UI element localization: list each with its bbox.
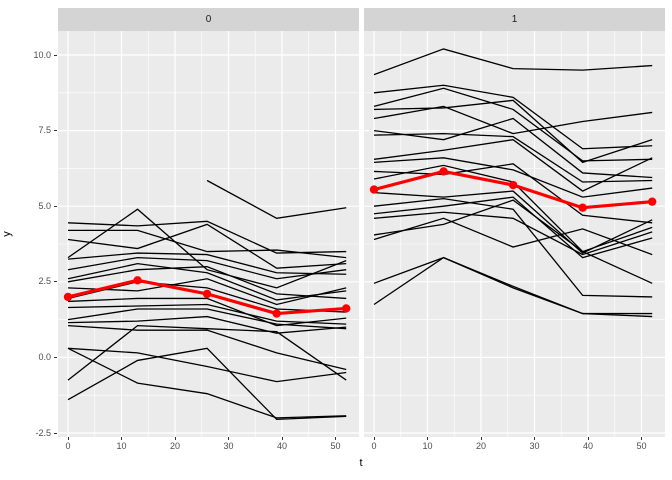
mean-point [439, 167, 448, 176]
spaghetti-line [373, 256, 653, 318]
x-tick-label: 30 [529, 441, 540, 451]
mean-point [369, 185, 379, 194]
y-tick-label: 10.0 [33, 49, 51, 60]
x-tick-label: 30 [223, 441, 234, 451]
spaghetti-line [373, 196, 653, 259]
x-tick-mark [281, 437, 283, 440]
spaghetti-line [206, 179, 347, 219]
x-tick-label: 50 [636, 441, 647, 451]
spaghetti-line [67, 347, 347, 383]
spaghetti-line [373, 84, 653, 150]
y-tick-mark [54, 356, 57, 358]
spaghetti-line [67, 262, 347, 301]
y-tick-mark [54, 432, 57, 434]
mean-point [202, 289, 212, 299]
spaghetti-line [67, 315, 347, 334]
x-tick-label: 40 [276, 441, 287, 451]
y-tick-mark [54, 130, 57, 132]
x-tick-mark [121, 437, 122, 440]
mean-point [578, 203, 587, 212]
spaghetti-line [67, 297, 347, 327]
x-tick-mark [480, 437, 482, 440]
x-tick-mark [534, 437, 535, 440]
spaghetti-line [67, 208, 347, 289]
facet-panel-0 [58, 31, 359, 437]
y-axis-title: y [1, 231, 13, 237]
panel-background [364, 31, 665, 437]
spaghetti-line [67, 266, 347, 300]
y-tick-label: -2.5 [35, 427, 51, 438]
spaghetti-line [67, 278, 347, 306]
facet-strip-1: 1 [364, 8, 665, 31]
mean-point [63, 292, 73, 302]
x-tick-mark [641, 437, 642, 440]
x-tick-label: 20 [169, 441, 180, 451]
spaghetti-line [373, 163, 653, 224]
x-tick-mark [228, 437, 229, 440]
x-tick-label: 50 [330, 441, 341, 451]
spaghetti-line [373, 256, 653, 315]
x-tick-label: 0 [65, 441, 71, 451]
facet-strip-0: 0 [58, 8, 359, 31]
spaghetti-line [373, 117, 653, 179]
mean-point [272, 309, 281, 318]
y-tick-label: 7.5 [38, 125, 51, 136]
x-tick-mark [335, 437, 336, 440]
spaghetti-line [67, 303, 347, 325]
spaghetti-line [373, 99, 653, 164]
x-tick-mark [373, 437, 375, 440]
spaghetti-line [67, 256, 347, 280]
spaghetti-line [373, 199, 653, 284]
spaghetti-line [373, 157, 653, 198]
y-tick-mark [54, 281, 57, 283]
x-tick-label: 10 [422, 441, 433, 451]
spaghetti-line [67, 347, 347, 421]
y-tick-label: 2.5 [38, 276, 51, 287]
mean-point [508, 180, 518, 190]
spaghetti-line [373, 190, 653, 254]
spaghetti-line [373, 87, 653, 162]
spaghetti-line [373, 211, 653, 256]
facet-panel-1 [364, 31, 665, 437]
spaghetti-line [373, 217, 653, 256]
spaghetti-line [67, 324, 347, 371]
x-tick-label: 10 [116, 441, 127, 451]
spaghetti-line [373, 48, 653, 76]
x-tick-mark [174, 437, 176, 440]
x-axis-title: t [359, 457, 363, 469]
facet-strip-label: 1 [511, 14, 518, 25]
spaghetti-line [67, 223, 347, 269]
mean-point [133, 276, 142, 285]
x-tick-label: 20 [475, 441, 486, 451]
spaghetti-line [67, 324, 347, 381]
mean-point [648, 197, 657, 206]
spaghetti-line [67, 252, 347, 275]
spaghetti-line [373, 132, 653, 183]
y-tick-mark [54, 205, 57, 207]
y-tick-mark [54, 54, 57, 56]
spaghetti-line [373, 197, 653, 298]
x-tick-label: 40 [582, 441, 593, 451]
x-tick-mark [427, 437, 428, 440]
mean-point [342, 304, 351, 313]
spaghetti-line [68, 229, 347, 259]
spaghetti-line [67, 308, 347, 330]
x-tick-mark [67, 437, 69, 440]
y-tick-label: 5.0 [38, 200, 51, 211]
x-tick-mark [587, 437, 589, 440]
spaghetti-line [373, 138, 653, 192]
spaghetti-line [67, 347, 347, 419]
facet-strip-label: 0 [205, 14, 212, 25]
spaghetti-line [373, 105, 653, 135]
y-tick-label: 0.0 [38, 351, 51, 362]
x-tick-label: 0 [371, 441, 377, 451]
